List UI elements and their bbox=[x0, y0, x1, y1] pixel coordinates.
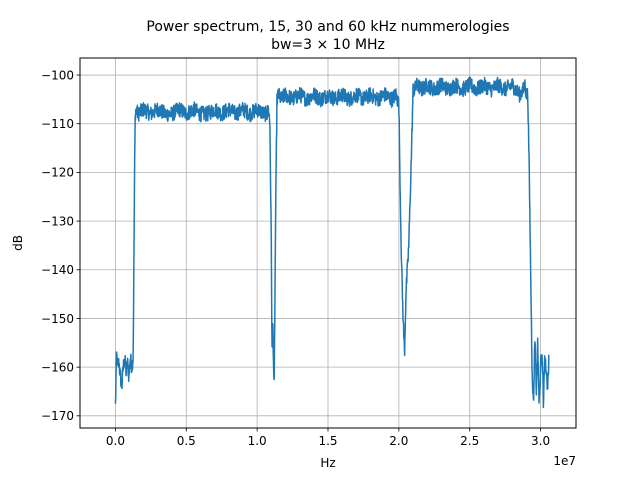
x-axis-label: Hz bbox=[320, 456, 335, 470]
y-tick-label: −120 bbox=[41, 166, 74, 180]
x-tick-label: 1.0 bbox=[248, 434, 267, 448]
x-tick-label: 1.5 bbox=[318, 434, 337, 448]
x-tick-label: 2.0 bbox=[389, 434, 408, 448]
y-tick-label: −150 bbox=[41, 312, 74, 326]
y-tick-label: −160 bbox=[41, 360, 74, 374]
y-tick-label: −140 bbox=[41, 263, 74, 277]
y-axis-label: dB bbox=[11, 235, 25, 251]
y-tick-label: −100 bbox=[41, 68, 74, 82]
x-offset-label: 1e7 bbox=[553, 454, 576, 468]
y-tick-label: −130 bbox=[41, 214, 74, 228]
y-tick-label: −110 bbox=[41, 117, 74, 131]
x-tick-label: 3.0 bbox=[531, 434, 550, 448]
chart-subtitle: bw=3 × 10 MHz bbox=[271, 37, 385, 53]
x-tick-label: 2.5 bbox=[460, 434, 479, 448]
x-tick-label: 0.0 bbox=[106, 434, 125, 448]
x-tick-label: 0.5 bbox=[177, 434, 196, 448]
y-tick-label: −170 bbox=[41, 409, 74, 423]
chart-title: Power spectrum, 15, 30 and 60 kHz nummer… bbox=[146, 19, 509, 35]
